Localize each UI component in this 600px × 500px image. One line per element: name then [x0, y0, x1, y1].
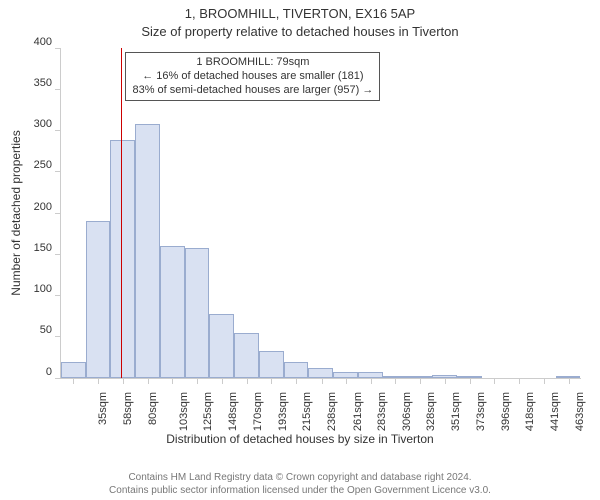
x-tick-label: 238sqm [326, 392, 338, 431]
y-tick [55, 89, 61, 90]
footer: Contains HM Land Registry data © Crown c… [0, 471, 600, 497]
x-tick [222, 378, 223, 384]
x-tick-label: 283sqm [376, 392, 388, 431]
y-tick [55, 130, 61, 131]
x-tick-label: 125sqm [202, 392, 214, 431]
y-tick-label: 400 [34, 36, 52, 48]
x-tick-label: 193sqm [277, 392, 289, 431]
histogram-bar [358, 372, 383, 378]
y-tick [55, 336, 61, 337]
x-tick [395, 378, 396, 384]
x-tick [519, 378, 520, 384]
y-tick-label: 100 [34, 283, 52, 295]
y-tick [55, 171, 61, 172]
histogram-bar [259, 351, 284, 378]
x-tick-label: 148sqm [227, 392, 239, 431]
x-tick [445, 378, 446, 384]
chart-frame: 1, BROOMHILL, TIVERTON, EX16 5AP Size of… [0, 0, 600, 500]
x-tick-label: 261sqm [352, 392, 364, 431]
y-tick-label: 0 [46, 366, 52, 378]
x-tick [420, 378, 421, 384]
y-tick [55, 254, 61, 255]
histogram-bar [160, 246, 185, 378]
x-tick-label: 351sqm [451, 392, 463, 431]
y-tick-label: 350 [34, 77, 52, 89]
x-tick-label: 35sqm [97, 392, 109, 425]
y-tick-label: 50 [40, 324, 52, 336]
histogram-bar [383, 376, 408, 378]
histogram-bar [185, 248, 210, 378]
x-tick-label: 215sqm [301, 392, 313, 431]
y-axis-label: Number of detached properties [9, 130, 23, 295]
histogram-bar [432, 375, 457, 378]
annotation-line-2: ← 16% of detached houses are smaller (18… [132, 70, 373, 84]
histogram-bar [407, 376, 432, 378]
x-tick-label: 170sqm [252, 392, 264, 431]
y-tick [55, 213, 61, 214]
x-tick-label: 441sqm [550, 392, 562, 431]
y-tick-label: 150 [34, 242, 52, 254]
x-tick-label: 80sqm [147, 392, 159, 425]
annotation-line-1: 1 BROOMHILL: 79sqm [132, 56, 373, 70]
histogram-bar [284, 362, 309, 379]
x-tick-label: 58sqm [122, 392, 134, 425]
x-tick [544, 378, 545, 384]
x-tick [271, 378, 272, 384]
x-tick-label: 306sqm [401, 392, 413, 431]
y-tick [55, 48, 61, 49]
histogram-bar [135, 124, 160, 378]
x-tick-label: 373sqm [475, 392, 487, 431]
chart-title-1: 1, BROOMHILL, TIVERTON, EX16 5AP [0, 6, 600, 21]
histogram-bar [61, 362, 86, 378]
x-tick [371, 378, 372, 384]
footer-line-2: Contains public sector information licen… [0, 484, 600, 497]
x-tick-label: 418sqm [524, 392, 536, 431]
histogram-bar [86, 221, 111, 378]
x-tick [322, 378, 323, 384]
footer-line-1: Contains HM Land Registry data © Crown c… [0, 471, 600, 484]
y-tick-label: 250 [34, 159, 52, 171]
marker-line [121, 48, 122, 378]
x-tick [494, 378, 495, 384]
histogram-bar [308, 368, 333, 378]
histogram-bar [234, 333, 259, 378]
x-tick-label: 396sqm [500, 392, 512, 431]
annotation-line-3: 83% of semi-detached houses are larger (… [132, 84, 373, 98]
x-tick [73, 378, 74, 384]
x-tick [247, 378, 248, 384]
plot-area: 1 BROOMHILL: 79sqm ← 16% of detached hou… [60, 48, 581, 379]
annotation-box: 1 BROOMHILL: 79sqm ← 16% of detached hou… [125, 52, 380, 101]
x-tick [148, 378, 149, 384]
histogram-bar [110, 140, 135, 378]
x-tick [296, 378, 297, 384]
chart-title-2: Size of property relative to detached ho… [0, 24, 600, 39]
x-tick [346, 378, 347, 384]
x-tick [172, 378, 173, 384]
x-tick [569, 378, 570, 384]
histogram-bar [556, 376, 581, 378]
x-axis-label: Distribution of detached houses by size … [0, 432, 600, 446]
y-tick-label: 200 [34, 201, 52, 213]
y-tick [55, 295, 61, 296]
x-tick-label: 463sqm [574, 392, 586, 431]
x-tick [123, 378, 124, 384]
histogram-bar [457, 376, 482, 378]
histogram-bar [209, 314, 234, 378]
x-tick-label: 103sqm [178, 392, 190, 431]
histogram-bar [333, 372, 358, 378]
x-tick-label: 328sqm [425, 392, 437, 431]
x-tick [470, 378, 471, 384]
x-tick [98, 378, 99, 384]
x-tick [197, 378, 198, 384]
y-tick-label: 300 [34, 118, 52, 130]
